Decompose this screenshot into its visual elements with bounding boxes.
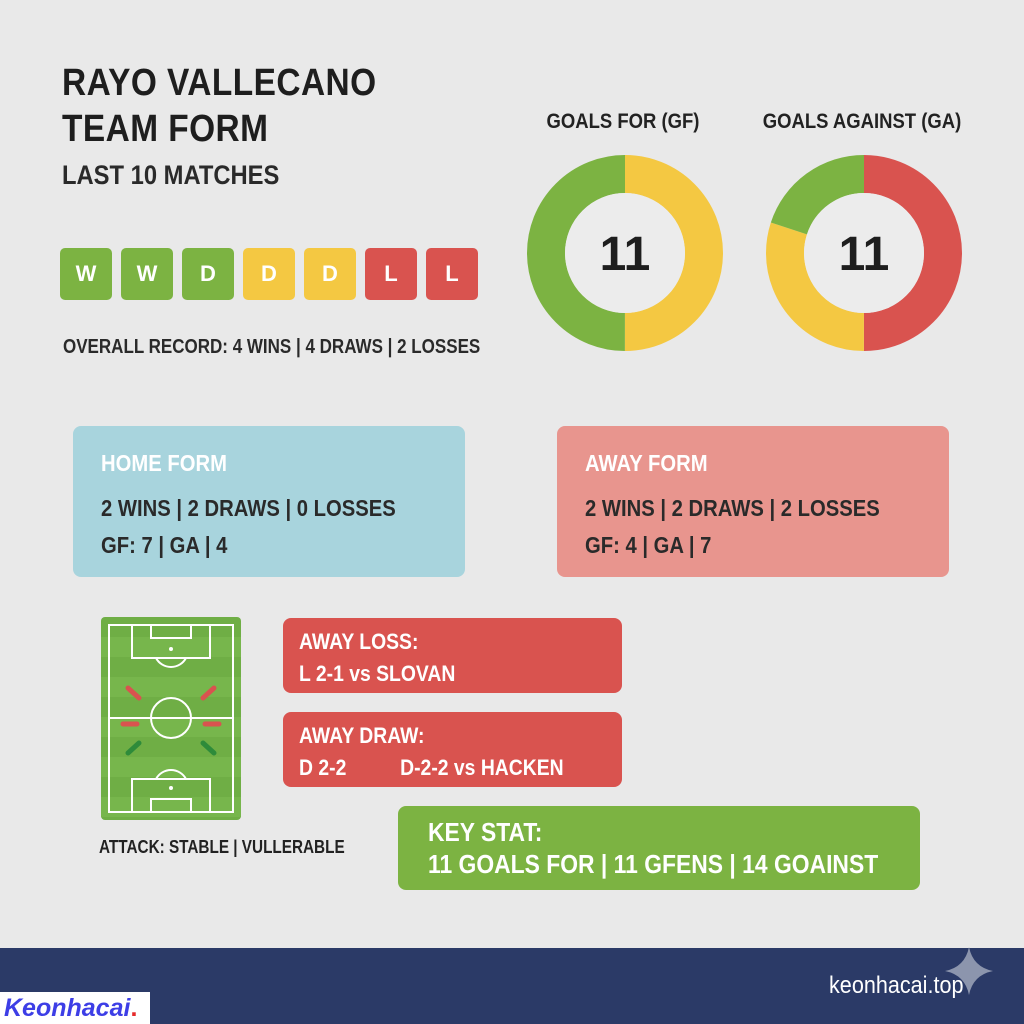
donut-value: 11 (600, 228, 651, 281)
home-form-card: HOME FORM 2 WINS | 2 DRAWS | 0 LOSSES GF… (73, 426, 465, 577)
pitch-caption: ATTACK: STABLE | VULLERABLE (99, 837, 345, 857)
form-result-pill: W (60, 248, 112, 300)
ga-donut-chart: 11 (766, 155, 962, 351)
arrow-icon (125, 685, 142, 701)
home-form-record: 2 WINS | 2 DRAWS | 0 LOSSES (101, 495, 396, 521)
arrow-icon (200, 740, 217, 756)
footer-site-link[interactable]: keonhacai.top (829, 972, 964, 999)
arrow-icon (200, 685, 217, 701)
gf-label: GOALS FOR (GF) (546, 110, 700, 133)
form-result-pill: D (243, 248, 295, 300)
form-result-pill: D (182, 248, 234, 300)
donut-value: 11 (839, 228, 890, 281)
pitch-diagram (101, 617, 241, 820)
ga-label: GOALS AGAINST (GA) (762, 110, 962, 133)
sparkle-icon (945, 947, 993, 995)
page-title: RAYO VALLECANO TEAM FORM (62, 62, 377, 150)
gf-donut-chart: 11 (527, 155, 723, 351)
away-form-title: AWAY FORM (585, 450, 708, 476)
footer-bar (0, 948, 1024, 1024)
away-form-goals: GF: 4 | GA | 7 (585, 532, 712, 558)
form-result-pill: L (365, 248, 417, 300)
form-result-pill: L (426, 248, 478, 300)
form-result-pill: W (121, 248, 173, 300)
key-stat-card: KEY STAT: 11 GOALS FOR | 11 GFENS | 14 GO… (398, 806, 920, 890)
home-form-goals: GF: 7 | GA | 4 (101, 532, 228, 558)
donut-segment (766, 155, 962, 351)
arrow-icon (125, 740, 142, 756)
page-subtitle: LAST 10 MATCHES (62, 160, 280, 190)
home-form-title: HOME FORM (101, 450, 227, 476)
keonhacai-logo: Keonhacai. (0, 992, 150, 1024)
form-result-pill: D (304, 248, 356, 300)
overall-record: OVERALL RECORD: 4 WINS | 4 DRAWS | 2 LOS… (63, 336, 481, 358)
away-form-card: AWAY FORM 2 WINS | 2 DRAWS | 2 LOSSES GF… (557, 426, 949, 577)
event-card-away-loss: AWAY LOSS: L 2-1 vs SLOVAN (283, 618, 622, 693)
donut-segment (766, 155, 962, 351)
away-form-record: 2 WINS | 2 DRAWS | 2 LOSSES (585, 495, 880, 521)
donut-segment (527, 155, 723, 351)
event-card-away-draw: AWAY DRAW: D 2-2 D-2-2 vs HACKEN (283, 712, 622, 787)
